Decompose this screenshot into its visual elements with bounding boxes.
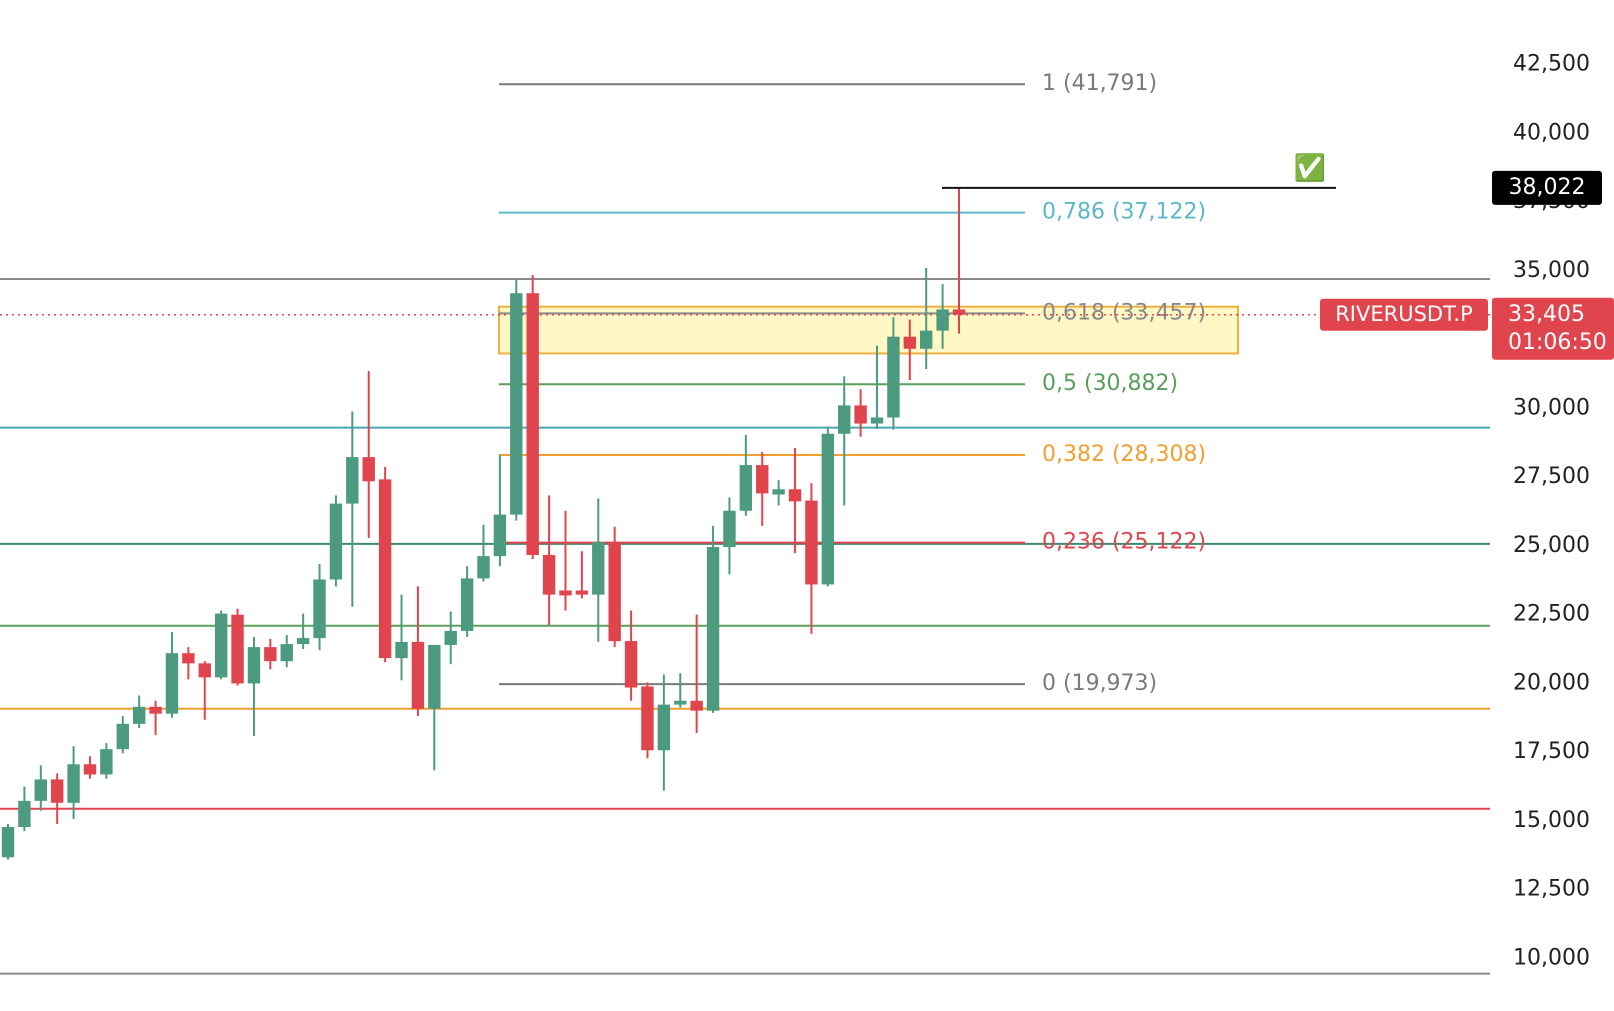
candle-body — [34, 779, 47, 801]
candle-body — [67, 764, 80, 803]
candle-body — [821, 433, 835, 585]
y-tick-label: 12,500 — [1513, 877, 1590, 902]
candle-body — [411, 641, 425, 709]
y-tick-label: 10,000 — [1513, 945, 1590, 970]
y-tick-label: 40,000 — [1513, 120, 1590, 145]
symbol-tag — [1320, 298, 1488, 331]
zone — [498, 305, 1239, 355]
candle-body — [952, 309, 966, 315]
candle-body — [559, 590, 572, 596]
candle-body — [428, 644, 441, 709]
fib-label: 0,236 (25,122) — [1042, 530, 1206, 555]
candle-body — [542, 555, 556, 595]
y-tick-label: 22,500 — [1513, 602, 1590, 627]
candle-body — [870, 417, 884, 424]
candle-body — [444, 630, 457, 645]
candle-body — [18, 800, 31, 827]
candle-body — [247, 647, 261, 684]
target-tag — [1492, 170, 1602, 205]
candle-body — [198, 663, 211, 678]
candle-body — [329, 503, 343, 580]
candle-body — [83, 764, 97, 775]
candle-body — [264, 647, 277, 662]
candle-body — [362, 457, 375, 482]
candle-body — [493, 514, 507, 557]
y-tick-label: 42,500 — [1513, 52, 1590, 77]
candle-body — [608, 542, 621, 642]
candle-body — [214, 613, 228, 678]
candle-body — [346, 457, 359, 504]
candle-body — [854, 405, 867, 424]
candle-body — [805, 500, 818, 585]
candle-body — [280, 644, 293, 662]
candle-body — [723, 510, 736, 548]
candle-body — [739, 465, 753, 511]
candle-body — [592, 542, 605, 595]
candle-body — [526, 293, 539, 556]
candle-body — [772, 489, 785, 495]
y-tick-label: 20,000 — [1513, 670, 1590, 695]
target-icon: ✅ — [1294, 152, 1326, 183]
candle-body — [378, 479, 392, 659]
candle-body — [395, 641, 408, 659]
y-tick-label: 35,000 — [1513, 258, 1590, 283]
candle-body — [624, 641, 638, 688]
candle-body — [575, 590, 589, 595]
candle-body — [641, 686, 654, 751]
candle-body — [149, 706, 162, 714]
candle-body — [756, 465, 769, 494]
fib-label: 0,618 (33,457) — [1042, 300, 1206, 325]
candle-body — [657, 704, 671, 751]
candle-body — [887, 336, 900, 418]
candle-body — [100, 749, 113, 775]
candle-body — [50, 779, 64, 803]
candle-body — [477, 556, 490, 579]
candle-body — [510, 293, 523, 515]
y-tick-label: 15,000 — [1513, 808, 1590, 833]
price-label: 33,405 — [1508, 302, 1585, 327]
candle-body — [165, 653, 179, 714]
countdown-label: 01:06:50 — [1508, 330, 1607, 355]
candle-body — [182, 653, 195, 664]
candle-body — [231, 614, 244, 684]
candle-body — [1, 826, 15, 858]
candle-body — [903, 336, 917, 349]
candle-body — [920, 330, 933, 349]
fib-label: 0 (19,973) — [1042, 671, 1157, 696]
candle-body — [132, 706, 146, 724]
candle-body — [313, 579, 326, 639]
candle-body — [788, 489, 802, 502]
candle-body — [936, 309, 949, 331]
candle-body — [116, 723, 129, 750]
y-tick-label: 25,000 — [1513, 533, 1590, 558]
candle-body — [706, 547, 720, 711]
y-tick-label: 30,000 — [1513, 395, 1590, 420]
y-tick-label: 27,500 — [1513, 464, 1590, 489]
target-tag-label: 38,022 — [1509, 175, 1586, 200]
fib-label: 0,786 (37,122) — [1042, 200, 1206, 225]
fib-label: 0,382 (28,308) — [1042, 442, 1206, 467]
fib-label: 0,5 (30,882) — [1042, 371, 1178, 396]
fib-label: 1 (41,791) — [1042, 71, 1157, 96]
candle-body — [674, 700, 687, 705]
price-tag — [1492, 297, 1614, 360]
candle-body — [460, 578, 474, 631]
candle-body — [838, 405, 851, 434]
candle-body — [690, 700, 703, 711]
symbol-label: RIVERUSDT.P — [1335, 302, 1473, 326]
y-tick-label: 17,500 — [1513, 739, 1590, 764]
candle-body — [296, 638, 310, 645]
